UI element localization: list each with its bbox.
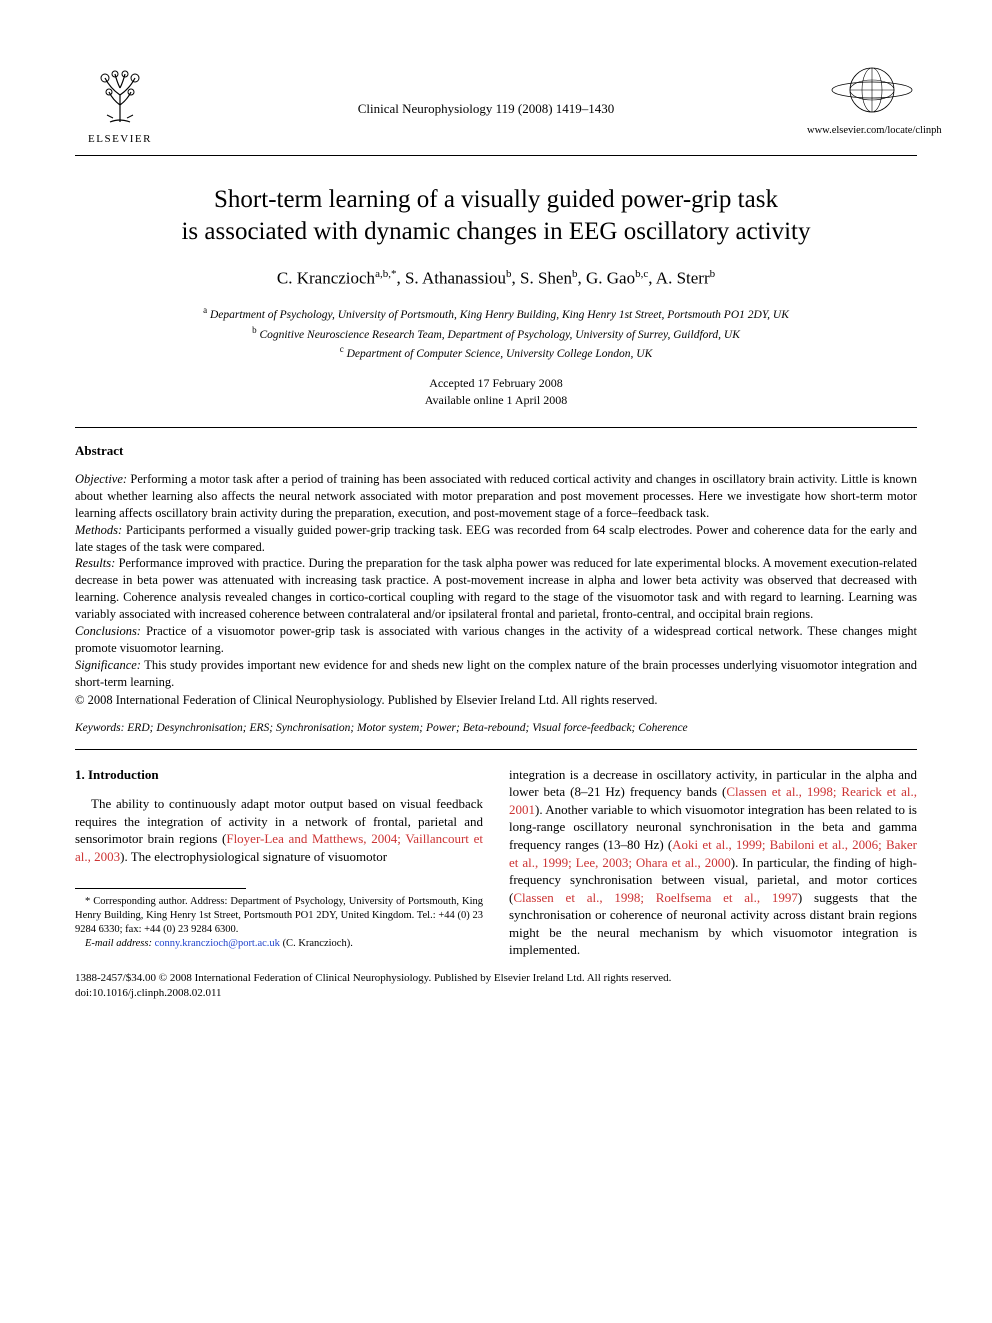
keywords-label: Keywords: [75, 722, 124, 734]
results-label: Results: [75, 556, 115, 570]
journal-url: www.elsevier.com/locate/clinph [807, 124, 917, 138]
author-5-sup: b [710, 268, 716, 280]
society-logo-block: www.elsevier.com/locate/clinph [807, 60, 917, 138]
body-columns: 1. Introduction The ability to continuou… [75, 766, 917, 959]
author-4-sup: b,c [635, 268, 648, 280]
author-3: S. Shen [520, 269, 572, 288]
author-1: C. Kranczioch [277, 269, 375, 288]
footnote-email-line: E-mail address: conny.kranczioch@port.ac… [75, 937, 483, 951]
title-line-2: is associated with dynamic changes in EE… [181, 218, 810, 245]
article-title: Short-term learning of a visually guided… [75, 184, 917, 249]
affiliation-a: Department of Psychology, University of … [210, 309, 789, 321]
intro-left-paragraph: The ability to continuously adapt motor … [75, 795, 483, 865]
abstract-copyright: © 2008 International Federation of Clini… [75, 692, 917, 709]
online-date: Available online 1 April 2008 [425, 393, 567, 407]
footer-copyright: 1388-2457/$34.00 © 2008 International Fe… [75, 972, 671, 984]
author-4: G. Gao [586, 269, 635, 288]
abstract-body: Objective: Performing a motor task after… [75, 471, 917, 709]
article-dates: Accepted 17 February 2008 Available onli… [75, 375, 917, 409]
significance-label: Significance: [75, 658, 141, 672]
journal-reference: Clinical Neurophysiology 119 (2008) 1419… [165, 60, 807, 118]
methods-label: Methods: [75, 523, 122, 537]
abstract-heading: Abstract [75, 442, 917, 460]
keywords-line: Keywords: ERD; Desynchronisation; ERS; S… [75, 721, 917, 737]
keywords-text: ERD; Desynchronisation; ERS; Synchronisa… [124, 722, 687, 734]
affiliation-c: Department of Computer Science, Universi… [347, 348, 653, 360]
intro-right-ref3[interactable]: Classen et al., 1998; Roelfsema et al., … [513, 890, 798, 905]
accepted-date: Accepted 17 February 2008 [429, 376, 563, 390]
footnote-rule [75, 888, 246, 889]
footer-doi: doi:10.1016/j.clinph.2008.02.011 [75, 987, 222, 999]
author-2: S. Athanassiou [405, 269, 506, 288]
corresponding-email[interactable]: conny.kranczioch@port.ac.uk [155, 938, 280, 949]
title-line-1: Short-term learning of a visually guided… [214, 186, 778, 213]
rule-top [75, 155, 917, 156]
author-2-sup: b [506, 268, 512, 280]
conclusions-text: Practice of a visuomotor power-grip task… [75, 624, 917, 655]
rule-below-abstract [75, 749, 917, 750]
methods-text: Participants performed a visually guided… [75, 523, 917, 554]
column-left: 1. Introduction The ability to continuou… [75, 766, 483, 959]
significance-text: This study provides important new eviden… [75, 658, 917, 689]
affiliation-block: a Department of Psychology, University o… [75, 304, 917, 363]
publisher-logo-block: ELSEVIER [75, 60, 165, 147]
intro-left-b: ). The electrophysiological signature of… [120, 849, 387, 864]
rule-above-abstract [75, 427, 917, 428]
affiliation-b: Cognitive Neuroscience Research Team, De… [259, 329, 739, 341]
objective-text: Performing a motor task after a period o… [75, 472, 917, 520]
conclusions-label: Conclusions: [75, 624, 141, 638]
author-1-sup: a,b,* [375, 268, 396, 280]
author-3-sup: b [572, 268, 578, 280]
elsevier-tree-icon [85, 60, 155, 130]
publisher-label: ELSEVIER [88, 132, 152, 147]
column-right: integration is a decrease in oscillatory… [509, 766, 917, 959]
corresponding-author-footnote: * Corresponding author. Address: Departm… [75, 895, 483, 938]
author-5: A. Sterr [656, 269, 710, 288]
email-tail: (C. Kranczioch). [280, 938, 353, 949]
email-label: E-mail address: [85, 938, 152, 949]
objective-label: Objective: [75, 472, 127, 486]
results-text: Performance improved with practice. Duri… [75, 556, 917, 621]
ifcn-globe-icon [827, 60, 917, 120]
page-footer: 1388-2457/$34.00 © 2008 International Fe… [75, 971, 917, 1001]
intro-right-paragraph: integration is a decrease in oscillatory… [509, 766, 917, 959]
page-header: ELSEVIER Clinical Neurophysiology 119 (2… [75, 60, 917, 147]
intro-heading: 1. Introduction [75, 766, 483, 784]
author-list: C. Krancziocha,b,*, S. Athanassioub, S. … [75, 267, 917, 291]
